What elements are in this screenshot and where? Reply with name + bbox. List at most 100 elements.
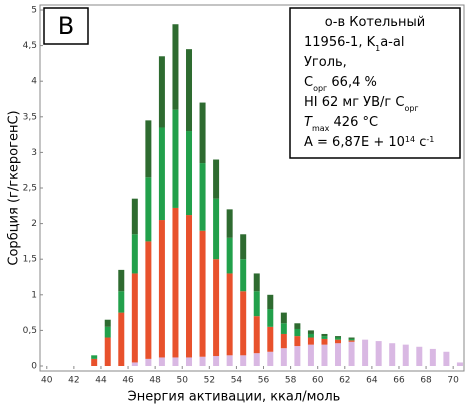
y-tick-label: 4 (31, 77, 37, 87)
info-part: a-al (380, 35, 404, 50)
y-tick-label: 1 (31, 290, 37, 300)
info-part: 426 °C (329, 115, 378, 130)
x-tick-label: 54 (231, 376, 243, 386)
bar-segment (375, 341, 382, 366)
info-part: C (304, 75, 313, 90)
bar-segment (104, 337, 111, 366)
bar-segment (335, 336, 342, 338)
info-box (289, 7, 461, 159)
bar-segment (321, 336, 328, 339)
info-part: max (312, 124, 330, 133)
bar-segment (280, 333, 287, 349)
bar-segment (186, 131, 193, 216)
bar-segment (131, 198, 138, 235)
bar-segment (443, 351, 450, 366)
bar-segment (199, 230, 206, 357)
bar-segment (253, 316, 260, 354)
info-part: о-в Котельный (325, 15, 425, 30)
bar-segment (253, 273, 260, 292)
bar-segment (226, 273, 233, 356)
y-tick-label: 0,5 (23, 326, 37, 336)
bar-segment (91, 355, 98, 359)
bar-segment (348, 341, 355, 366)
bar-segment (280, 323, 287, 334)
x-tick-label: 56 (258, 376, 270, 386)
bar-segment (131, 362, 138, 366)
info-part: T (304, 115, 313, 130)
bar-segment (158, 56, 165, 128)
y-tick-label: 3,5 (23, 112, 37, 122)
bar-segment (416, 346, 423, 366)
bar-segment (145, 241, 152, 359)
bar-segment (145, 358, 152, 366)
bar-segment (280, 312, 287, 324)
bar-segment (145, 177, 152, 242)
y-tick-label: 2 (31, 219, 37, 229)
x-tick-label: 66 (393, 376, 405, 386)
info-line: 11956-1, K1a-al (304, 35, 404, 53)
info-part: 11956-1, K (304, 35, 376, 50)
bar-segment (158, 220, 165, 358)
x-tick-label: 64 (366, 376, 378, 386)
bar-segment (294, 346, 301, 366)
y-tick-label: 3 (31, 148, 37, 158)
info-line: A = 6,87E + 1014 с-1 (304, 135, 434, 151)
x-tick-label: 40 (41, 376, 53, 386)
bar-segment (172, 109, 179, 208)
info-part: с (415, 135, 426, 150)
bar-segment (172, 24, 179, 110)
bar-segment (307, 337, 314, 345)
bar-segment (186, 357, 193, 366)
x-tick-label: 50 (177, 376, 189, 386)
bar-segment (294, 323, 301, 329)
bar-segment (226, 355, 233, 366)
y-tick-label: 4,5 (23, 41, 37, 51)
bar-segment (335, 339, 342, 344)
bar-segment (348, 338, 355, 341)
x-tick-label: 68 (420, 376, 432, 386)
x-tick-label: 52 (204, 376, 215, 386)
y-tick-label: 0 (31, 362, 37, 372)
bar-segment (294, 336, 301, 347)
bar-segment (253, 291, 260, 317)
bar-segment (118, 312, 125, 366)
panel-label: B (58, 12, 74, 40)
bar-segment (307, 330, 314, 334)
bar-segment (226, 237, 233, 274)
x-axis-label: Энергия активации, ккал/моль (128, 390, 341, 405)
bar-segment (321, 333, 328, 337)
info-text: о-в Котельный 11956-1, K1a-al Уголь, Cорг 6… (304, 15, 434, 150)
bar-segment (158, 127, 165, 221)
bar-segment (348, 337, 355, 339)
info-part: -1 (426, 135, 434, 144)
bar-segment (267, 294, 274, 310)
bar-segment (172, 357, 179, 366)
bar-segment (402, 344, 409, 366)
info-line: Tmax 426 °C (304, 115, 378, 133)
info-part: A = 6,87E + 10 (304, 135, 405, 150)
bar-segment (267, 309, 274, 327)
info-part: 66,4 % (327, 75, 377, 90)
x-tick-label: 58 (285, 376, 297, 386)
y-axis-label: Сорбция (г/гкерогенС) (7, 110, 22, 265)
info-part: Уголь, (304, 55, 347, 70)
bar-segment (145, 120, 152, 178)
bar-segment (158, 357, 165, 366)
info-part: орг (404, 104, 418, 113)
info-part: орг (313, 84, 327, 93)
bar-segment (253, 353, 260, 366)
bar-segment (240, 291, 247, 356)
x-tick-label: 44 (95, 376, 107, 386)
bar-segment (213, 159, 220, 199)
x-tick-label: 60 (312, 376, 324, 386)
bar-segment (267, 351, 274, 366)
x-tick-label: 62 (339, 376, 350, 386)
y-tick-label: 1,5 (23, 255, 37, 265)
info-part: 14 (405, 135, 415, 144)
bar-segment (335, 343, 342, 366)
bar-segment (186, 49, 193, 132)
info-line: о-в Котельный (325, 15, 425, 30)
info-part: HI 62 мг УВ/г C (304, 95, 404, 110)
bar-segment (172, 207, 179, 358)
y-tick-label: 5 (31, 6, 37, 16)
